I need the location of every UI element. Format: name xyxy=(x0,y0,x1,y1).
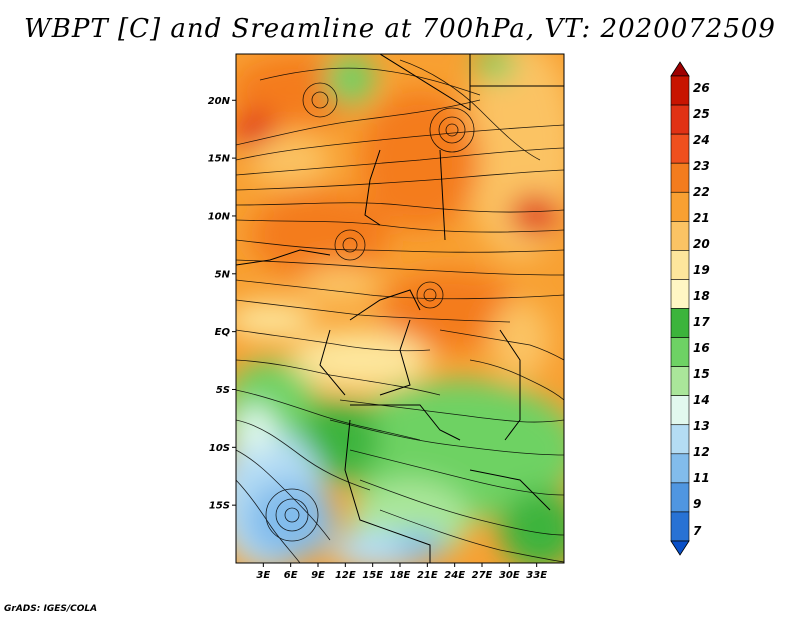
colorbar: 26 25 24 23 22 21 20 19 18 17 16 15 14 13 12 11 9 7 xyxy=(670,61,710,556)
colorbar-swatch xyxy=(670,482,690,513)
colorbar-swatch xyxy=(670,133,690,164)
lat-tick-label: 20N xyxy=(208,96,231,107)
latitude-axis: 20N 15N 10N 5N EQ 5S 10S 15S xyxy=(208,96,236,512)
colorbar-label: 18 xyxy=(693,289,710,303)
colorbar-label: 21 xyxy=(693,211,710,225)
colorbar-label: 25 xyxy=(693,107,710,121)
colorbar-label: 19 xyxy=(693,263,710,277)
colorbar-label: 13 xyxy=(693,419,710,433)
lon-tick-label: 30E xyxy=(499,570,520,581)
lon-tick-label: 15E xyxy=(362,570,383,581)
colorbar-swatch xyxy=(670,424,690,455)
lon-tick-label: 27E xyxy=(472,570,493,581)
lon-tick-label: 33E xyxy=(526,570,547,581)
lat-tick-label: 15N xyxy=(208,154,231,165)
colorbar-label: 26 xyxy=(693,81,710,95)
colorbar-swatch xyxy=(670,104,690,135)
colorbar-label: 20 xyxy=(693,237,710,251)
colorbar-label: 7 xyxy=(693,524,702,538)
colorbar-swatch xyxy=(670,162,690,193)
colorbar-label: 9 xyxy=(693,497,701,511)
colorbar-swatch xyxy=(670,337,690,367)
lat-tick-label: 15S xyxy=(209,501,230,512)
lat-tick-label: EQ xyxy=(215,327,231,338)
colorbar-swatch xyxy=(670,191,690,222)
colorbar-label: 22 xyxy=(693,185,710,199)
streamlines xyxy=(236,59,564,563)
colorbar-swatch xyxy=(670,250,690,280)
colorbar-label: 12 xyxy=(693,445,710,459)
lon-tick-label: 12E xyxy=(335,570,356,581)
lon-tick-label: 24E xyxy=(444,570,465,581)
lon-tick-label: 18E xyxy=(390,570,411,581)
colorbar-label: 24 xyxy=(693,133,710,147)
colorbar-swatch xyxy=(670,453,690,484)
longitude-axis: 3E 6E 9E 12E 15E 18E 21E 24E 27E 30E 33E xyxy=(256,563,547,581)
map-title: WBPT [C] and Sreamline at 700hPa, VT: 20… xyxy=(24,14,776,44)
colorbar-swatch xyxy=(670,366,690,396)
lat-tick-label: 10N xyxy=(208,211,231,222)
colorbar-swatch xyxy=(670,395,690,426)
colorbar-label: 23 xyxy=(693,159,710,173)
colorbar-swatch xyxy=(670,279,690,309)
colorbar-top-arrow xyxy=(670,61,690,77)
colorbar-swatch xyxy=(670,308,690,338)
colorbar-bottom-arrow xyxy=(670,540,690,556)
lat-tick-label: 5N xyxy=(215,269,231,280)
colorbar-swatch xyxy=(670,511,690,542)
colorbar-label: 15 xyxy=(693,367,710,381)
footer-credit: GrADS: IGES/COLA xyxy=(4,604,98,614)
colorbar-swatch xyxy=(670,75,690,106)
lon-tick-label: 9E xyxy=(311,570,325,581)
colorbar-swatch xyxy=(670,221,690,251)
lon-tick-label: 21E xyxy=(417,570,438,581)
wbpt-shading xyxy=(236,54,564,563)
colorbar-label: 14 xyxy=(693,393,710,407)
lat-tick-label: 10S xyxy=(209,443,230,454)
lon-tick-label: 3E xyxy=(256,570,270,581)
country-borders xyxy=(236,54,564,563)
lon-tick-label: 6E xyxy=(284,570,298,581)
lat-tick-label: 5S xyxy=(216,385,230,396)
colorbar-label: 17 xyxy=(693,315,710,329)
colorbar-label: 16 xyxy=(693,341,710,355)
colorbar-label: 11 xyxy=(693,471,710,485)
